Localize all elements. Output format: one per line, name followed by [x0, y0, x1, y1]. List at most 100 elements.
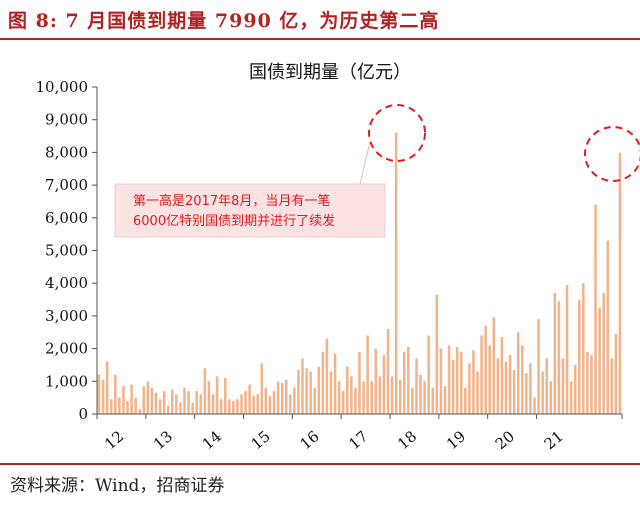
bar — [549, 381, 553, 414]
bar — [480, 335, 483, 414]
bar — [598, 307, 601, 414]
bar — [415, 358, 418, 414]
bar — [272, 391, 276, 414]
bar — [569, 381, 573, 414]
bar — [236, 399, 239, 414]
bar — [325, 338, 329, 414]
bar — [618, 152, 622, 414]
figure-title: 图 8: 7 月国债到期量 7990 亿，为历史第二高 — [8, 10, 440, 32]
annotation-line-2: 6000亿特别国债到期并进行了续发 — [133, 213, 335, 229]
bar — [472, 350, 475, 414]
bar — [398, 379, 402, 414]
y-tick-label: 3,000 — [45, 307, 88, 325]
bar — [297, 369, 300, 414]
bar — [130, 384, 133, 414]
bar — [537, 319, 540, 414]
y-tick-label: 2,000 — [45, 340, 88, 358]
bar — [252, 396, 255, 414]
y-tick-label: 4,000 — [45, 274, 88, 292]
bar — [114, 374, 117, 414]
x-tick-label: 21 — [541, 427, 567, 453]
bar — [350, 376, 353, 414]
bar — [122, 386, 125, 414]
bar — [374, 348, 378, 414]
bar — [146, 381, 150, 414]
bar — [118, 397, 121, 414]
bar — [529, 363, 532, 414]
bar — [370, 381, 373, 414]
annotation: 第一高是2017年8月，当月有一笔 6000亿特别国债到期并进行了续发 — [114, 141, 386, 238]
bar — [590, 355, 593, 414]
bar — [390, 376, 394, 414]
bar — [179, 402, 182, 414]
bar — [455, 346, 459, 414]
y-tick-label: 5,000 — [45, 242, 88, 260]
bar — [313, 387, 316, 414]
bar — [187, 391, 190, 414]
bar — [207, 381, 211, 414]
bar — [215, 376, 219, 414]
bar — [488, 345, 491, 414]
bar — [276, 381, 280, 414]
bar — [451, 360, 455, 414]
bar — [578, 299, 581, 414]
bar — [142, 386, 146, 414]
y-tick-label: 6,000 — [45, 209, 88, 227]
bar — [508, 355, 512, 414]
bar — [431, 387, 435, 414]
bar — [594, 204, 597, 414]
bar — [256, 394, 260, 414]
bar — [525, 373, 528, 415]
bar — [541, 371, 544, 414]
x-tick-label: 18 — [394, 427, 420, 453]
bar — [557, 301, 561, 414]
highlight-circle-2021 — [584, 126, 640, 182]
bar — [516, 332, 520, 414]
bar — [419, 374, 422, 414]
annotation-line-1: 第一高是2017年8月，当月有一笔 — [133, 193, 330, 209]
y-tick-label: 0 — [78, 405, 88, 423]
bar — [443, 386, 447, 414]
bar — [97, 374, 101, 414]
bar — [459, 351, 463, 414]
bar — [109, 399, 113, 414]
bar — [553, 293, 557, 414]
bar — [573, 364, 577, 414]
x-tick-label: 14 — [199, 427, 225, 453]
bar — [427, 335, 430, 414]
chart-title: 国债到期量（亿元） — [249, 62, 411, 83]
bar — [545, 358, 548, 414]
bar — [219, 399, 223, 414]
bar — [126, 400, 129, 414]
bar — [464, 387, 467, 414]
bar — [337, 381, 341, 414]
bar — [439, 348, 443, 414]
bar — [346, 366, 349, 414]
bar — [358, 351, 361, 414]
bar — [504, 361, 508, 414]
bar — [423, 381, 426, 414]
bar — [447, 345, 451, 414]
bar — [280, 382, 284, 414]
y-tick-label: 1,000 — [45, 372, 88, 390]
bar — [240, 394, 243, 414]
bar — [500, 337, 504, 414]
bar — [138, 409, 141, 414]
title-rule — [0, 38, 640, 40]
y-tick-label: 8,000 — [45, 143, 88, 161]
bar — [394, 132, 398, 414]
bar — [606, 240, 610, 414]
highlight-circle-2017 — [368, 104, 426, 162]
bar — [309, 371, 312, 414]
bar — [183, 387, 186, 414]
bar — [134, 397, 137, 414]
bar — [175, 394, 178, 414]
bar — [382, 355, 386, 414]
bar — [268, 396, 272, 414]
bar — [199, 394, 203, 414]
x-tick-label: 15 — [248, 427, 274, 453]
bar — [586, 351, 589, 414]
x-tick-label: 12 — [101, 427, 127, 453]
bar — [561, 358, 565, 414]
bar — [492, 317, 496, 414]
